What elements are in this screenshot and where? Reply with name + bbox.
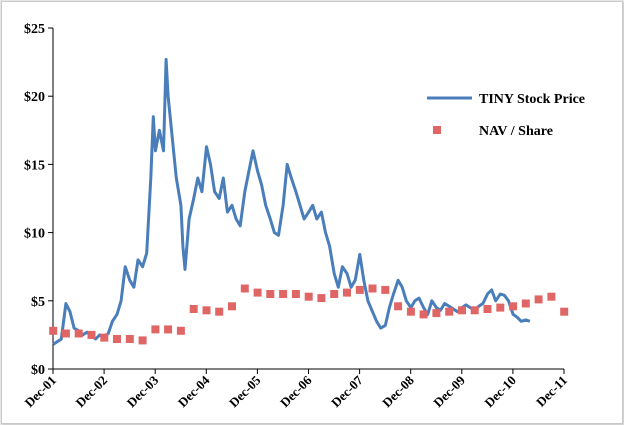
nav-share-marker <box>266 290 275 298</box>
x-axis: Dec-01 Dec-02 Dec-03 Dec-04 Dec-05 Dec-06 Dec-… <box>21 368 570 411</box>
nav-share-marker <box>49 326 58 335</box>
legend-marker-swatch <box>433 126 441 134</box>
nav-share-marker <box>483 305 492 313</box>
y-tick-label: $0 <box>31 363 45 378</box>
nav-share-marker <box>215 307 224 316</box>
nav-share-marker <box>164 325 173 334</box>
y-tick-label: $20 <box>24 90 45 105</box>
nav-share-marker <box>176 326 185 335</box>
nav-share-marker <box>279 290 288 298</box>
nav-share-marker <box>509 302 518 311</box>
legend-label-stock-price: TINY Stock Price <box>479 92 585 107</box>
nav-share-marker <box>534 295 543 304</box>
nav-share-marker <box>394 302 403 311</box>
x-tick-label: Dec-09 <box>430 372 468 410</box>
nav-share-marker <box>445 307 454 316</box>
nav-share-marker <box>496 303 505 312</box>
nav-share-marker <box>228 302 236 311</box>
nav-share-marker <box>151 325 160 334</box>
nav-share-marker <box>304 292 313 301</box>
x-tick-label: Dec-04 <box>175 372 213 410</box>
x-tick-label: Dec-05 <box>226 372 264 410</box>
x-tick-label: Dec-10 <box>481 373 519 411</box>
nav-share-marker <box>368 284 377 293</box>
nav-share-marker <box>125 335 134 343</box>
nav-share-marker <box>189 305 198 313</box>
nav-share-marker <box>470 306 479 315</box>
x-tick-label: Dec-11 <box>533 373 570 410</box>
nav-share-marker <box>432 309 441 318</box>
y-tick-label: $10 <box>24 227 45 242</box>
nav-share-marker <box>202 306 211 315</box>
nav-share-marker <box>138 336 147 345</box>
nav-share-marker <box>100 333 109 342</box>
y-tick-label: $25 <box>24 22 45 37</box>
legend-item-stock-price[interactable]: TINY Stock Price <box>427 92 585 107</box>
x-tick-label: Dec-07 <box>328 372 366 410</box>
x-tick-label: Dec-08 <box>379 372 417 410</box>
nav-share-marker <box>343 288 351 297</box>
nav-share-marker <box>87 330 96 339</box>
y-axis: $0 $5 $10 $15 $20 $25 <box>24 22 54 378</box>
nav-share-marker <box>113 335 121 343</box>
nav-share-marker <box>381 285 390 294</box>
nav-share-marker <box>74 329 83 338</box>
nav-share-marker <box>330 290 339 298</box>
series-layer <box>49 57 569 346</box>
nav-share-marker <box>253 288 262 297</box>
x-tick-label: Dec-02 <box>73 373 111 411</box>
y-tick-label: $15 <box>24 158 45 173</box>
nav-share-marker <box>521 299 530 308</box>
nav-share-marker <box>61 329 70 338</box>
x-tick-label: Dec-01 <box>21 373 59 411</box>
nav-share-marker <box>406 307 415 316</box>
nav-share-marker <box>458 306 466 315</box>
legend-item-nav-share[interactable]: NAV / Share <box>433 124 553 139</box>
legend: TINY Stock Price NAV / Share <box>427 92 585 139</box>
y-tick-label: $5 <box>31 295 45 310</box>
nav-share-marker <box>355 285 364 294</box>
nav-share-marker <box>240 284 249 293</box>
series-line-stock-price <box>52 57 531 346</box>
legend-label-nav-share: NAV / Share <box>479 124 553 139</box>
x-tick-label: Dec-06 <box>277 372 315 410</box>
nav-share-marker <box>560 307 569 316</box>
nav-share-marker <box>317 294 326 303</box>
x-tick-label: Dec-03 <box>124 372 162 410</box>
nav-share-marker <box>419 310 428 319</box>
nav-share-marker <box>547 292 556 301</box>
nav-share-marker <box>291 290 300 298</box>
